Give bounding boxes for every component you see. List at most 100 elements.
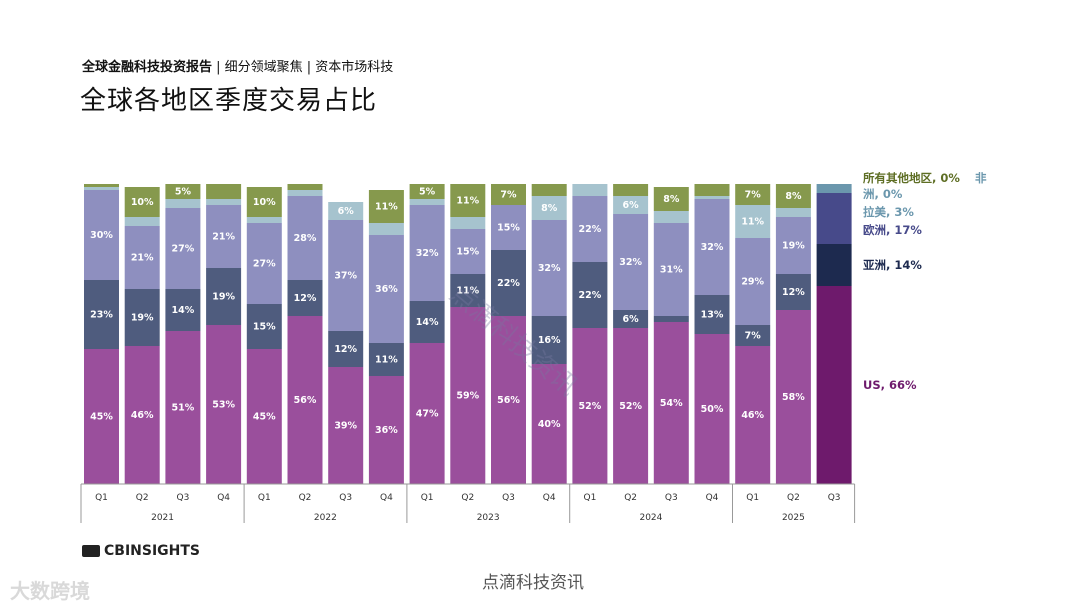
bar-segment bbox=[165, 184, 201, 199]
bar-segment bbox=[613, 196, 649, 214]
bar-segment bbox=[409, 343, 445, 484]
bar-segment bbox=[328, 367, 364, 484]
source-label: 点滴科技资讯 bbox=[482, 573, 584, 593]
bar-segment bbox=[816, 286, 852, 484]
bar-segment bbox=[328, 220, 364, 331]
x-tick-label: Q2 bbox=[787, 493, 800, 503]
bar-segment bbox=[124, 217, 160, 226]
bar-segment bbox=[124, 187, 160, 217]
bar-segment bbox=[246, 223, 282, 304]
bar-segment bbox=[491, 250, 526, 316]
bar-segment bbox=[84, 349, 119, 484]
bar-segment bbox=[775, 184, 811, 208]
bar-segment bbox=[450, 184, 486, 217]
bar-segment bbox=[206, 268, 242, 325]
data-label: 12% bbox=[294, 293, 317, 304]
data-label: 8% bbox=[541, 203, 558, 214]
bar-segment bbox=[206, 325, 242, 484]
logo-text: CBINSIGHTS bbox=[104, 543, 201, 559]
data-label: 16% bbox=[538, 335, 561, 346]
data-label: 15% bbox=[253, 322, 276, 333]
data-label: 54% bbox=[660, 398, 683, 409]
legend-label: US, 66% bbox=[863, 378, 917, 392]
bar-segment bbox=[409, 184, 445, 199]
bar-segment bbox=[450, 217, 486, 229]
bar-segment bbox=[775, 208, 811, 217]
bar-segment bbox=[165, 289, 201, 331]
bar-segment bbox=[246, 217, 282, 223]
data-label: 59% bbox=[456, 391, 479, 402]
data-label: 50% bbox=[701, 404, 724, 415]
data-label: 39% bbox=[334, 421, 357, 432]
bar-segment bbox=[84, 184, 119, 187]
data-label: 46% bbox=[131, 410, 154, 421]
bar-segment bbox=[694, 199, 730, 295]
data-label: 15% bbox=[497, 223, 520, 234]
data-label: 37% bbox=[334, 271, 357, 282]
x-tick-label: Q3 bbox=[502, 493, 515, 503]
bar-segment bbox=[450, 229, 486, 274]
bar-segment bbox=[409, 205, 445, 301]
bar-segment bbox=[694, 334, 730, 484]
data-label: 6% bbox=[623, 314, 640, 325]
bar-segment bbox=[816, 244, 852, 286]
bar-segment bbox=[368, 343, 404, 376]
data-label: 10% bbox=[253, 197, 276, 208]
x-tick-label: Q4 bbox=[543, 493, 556, 503]
bar-segment bbox=[653, 187, 689, 211]
bar-segment bbox=[287, 190, 323, 196]
bar-segment bbox=[450, 274, 486, 307]
data-label: 14% bbox=[416, 317, 439, 328]
data-label: 36% bbox=[375, 425, 398, 436]
bar-segment bbox=[735, 205, 771, 238]
data-label: 29% bbox=[741, 277, 764, 288]
bar-segment bbox=[491, 184, 526, 205]
legend-label: 所有其他地区, 0% bbox=[863, 171, 960, 185]
data-label: 32% bbox=[701, 242, 724, 253]
x-tick-label: Q2 bbox=[624, 493, 637, 503]
bar-segment bbox=[613, 310, 649, 328]
report-name: 全球金融科技投资报告 bbox=[82, 60, 213, 75]
data-label: 15% bbox=[456, 247, 479, 258]
data-label: 45% bbox=[253, 412, 276, 423]
data-label: 36% bbox=[375, 284, 398, 295]
x-tick-label: Q3 bbox=[176, 493, 189, 503]
data-label: 58% bbox=[782, 392, 805, 403]
data-label: 11% bbox=[741, 217, 764, 228]
data-label: 56% bbox=[294, 395, 317, 406]
bar-segment bbox=[124, 346, 160, 484]
x-tick-label: Q4 bbox=[380, 493, 393, 503]
bar-segment bbox=[206, 205, 242, 268]
data-label: 23% bbox=[90, 310, 113, 321]
bar-segment bbox=[531, 196, 567, 220]
x-tick-label: Q2 bbox=[461, 493, 474, 503]
data-label: 7% bbox=[745, 331, 762, 342]
data-label: 27% bbox=[253, 259, 276, 270]
year-label: 2023 bbox=[477, 513, 500, 523]
bar-segment bbox=[165, 199, 201, 208]
x-tick-label: Q3 bbox=[828, 493, 841, 503]
data-label: 19% bbox=[131, 313, 154, 324]
bar-segment bbox=[328, 202, 364, 220]
data-label: 11% bbox=[375, 355, 398, 366]
bar-segment bbox=[84, 190, 119, 280]
data-label: 21% bbox=[212, 232, 235, 243]
data-label: 22% bbox=[579, 224, 602, 235]
data-label: 31% bbox=[660, 265, 683, 276]
data-label: 28% bbox=[294, 233, 317, 244]
year-label: 2025 bbox=[782, 513, 805, 523]
bar-segment bbox=[694, 184, 730, 196]
x-tick-label: Q1 bbox=[258, 493, 271, 503]
data-label: 53% bbox=[212, 400, 235, 411]
data-label: 30% bbox=[90, 230, 113, 241]
x-tick-label: Q1 bbox=[583, 493, 596, 503]
bar-segment bbox=[735, 346, 771, 484]
data-label: 22% bbox=[579, 290, 602, 301]
data-label: 27% bbox=[172, 244, 195, 255]
bar-segment bbox=[653, 322, 689, 484]
report-subtitle: 全球金融科技投资报告 | 细分领域聚焦 | 资本市场科技 bbox=[82, 56, 393, 75]
bar-segment bbox=[124, 289, 160, 346]
bar-segment bbox=[287, 280, 323, 316]
bar-segment bbox=[816, 184, 852, 193]
